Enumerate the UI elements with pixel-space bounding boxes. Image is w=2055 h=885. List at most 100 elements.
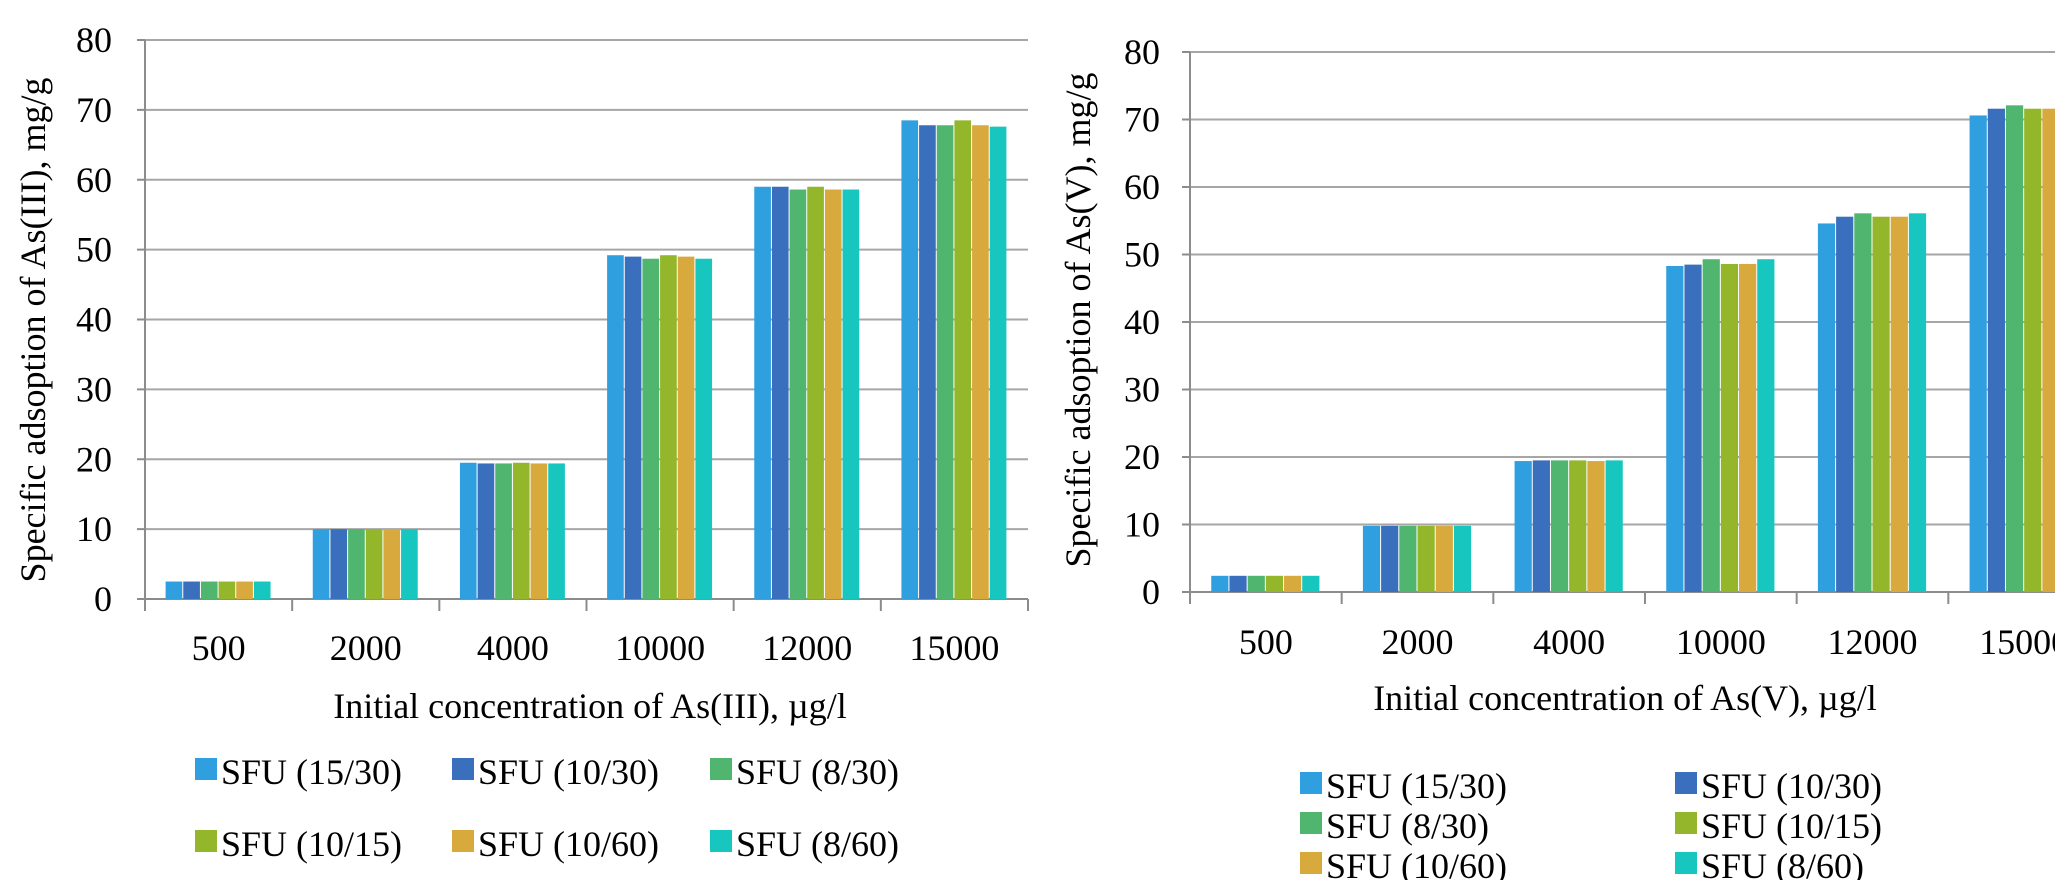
bar xyxy=(312,529,330,599)
bar xyxy=(2005,105,2024,592)
x-tick-label: 10000 xyxy=(1676,622,1766,662)
legend-label: SFU (10/30) xyxy=(1701,766,1882,806)
bar xyxy=(253,581,271,599)
y-tick-label: 10 xyxy=(76,509,112,549)
x-tick-label: 2000 xyxy=(330,628,402,668)
bar xyxy=(365,529,383,599)
y-tick-label: 80 xyxy=(1124,32,1160,72)
legend-swatch xyxy=(710,758,732,780)
x-tick-label: 500 xyxy=(192,628,246,668)
bar xyxy=(1817,223,1836,592)
bar xyxy=(824,189,842,599)
y-tick-label: 30 xyxy=(76,369,112,409)
bar xyxy=(165,581,183,599)
bar xyxy=(1514,461,1532,592)
bar xyxy=(972,125,989,599)
y-tick-label: 20 xyxy=(1124,437,1160,477)
x-tick-label: 12000 xyxy=(762,628,852,668)
x-tick-label: 4000 xyxy=(477,628,549,668)
bar xyxy=(2024,108,2042,592)
bar xyxy=(695,258,713,599)
legend-swatch xyxy=(1675,812,1697,834)
y-tick-label: 70 xyxy=(1124,100,1160,140)
y-tick-label: 50 xyxy=(76,230,112,270)
x-tick-label: 4000 xyxy=(1533,622,1605,662)
legend-swatch xyxy=(1300,812,1322,834)
bar xyxy=(1605,460,1623,592)
bar xyxy=(1836,216,1854,592)
y-tick-label: 80 xyxy=(76,20,112,60)
bar xyxy=(771,186,789,600)
legend-item: SFU (8/30) xyxy=(1300,806,1489,846)
bar xyxy=(1757,259,1775,592)
bar xyxy=(1265,575,1284,592)
bar xyxy=(2042,108,2055,592)
legend-label: SFU (8/60) xyxy=(736,824,899,864)
legend-item: SFU (10/30) xyxy=(1675,766,1882,806)
bar xyxy=(1684,264,1702,592)
bar xyxy=(1702,259,1720,592)
bar xyxy=(1229,575,1247,592)
legend-swatch xyxy=(1300,772,1322,794)
bar xyxy=(789,189,807,599)
bar xyxy=(1550,460,1569,592)
bar xyxy=(530,463,548,599)
bar xyxy=(459,462,477,599)
legend-item: SFU (8/30) xyxy=(710,752,899,792)
bar xyxy=(1362,525,1381,592)
bar xyxy=(1872,216,1890,592)
x-axis-title: Initial concentration of As(V), µg/l xyxy=(1373,678,1877,718)
legend-item: SFU (8/60) xyxy=(1675,846,1864,885)
chart-panel-2: 0 10 20 30 40 50 60 70 80 500 2000 4000 10000 12000 15… xyxy=(1058,32,2055,885)
bar xyxy=(1569,460,1587,592)
bar xyxy=(1587,461,1605,592)
bar xyxy=(1399,525,1417,592)
legend-item: SFU (8/60) xyxy=(710,824,899,864)
legend-label: SFU (8/60) xyxy=(1701,846,1864,880)
legend-item: SFU (15/30) xyxy=(1300,766,1507,806)
y-tick-label: 40 xyxy=(1124,302,1160,342)
legend-item: SFU (10/60) xyxy=(452,824,659,864)
y-tick-label: 0 xyxy=(94,579,112,619)
x-tick-label: 2000 xyxy=(1382,622,1454,662)
bar xyxy=(218,581,236,599)
bar xyxy=(1666,265,1684,592)
bar xyxy=(1987,108,2005,592)
bar xyxy=(1247,575,1265,592)
legend-swatch xyxy=(195,830,217,852)
y-tick-label: 20 xyxy=(76,439,112,479)
legend-swatch xyxy=(1300,852,1322,874)
bar xyxy=(495,463,512,599)
legend-label: SFU (10/15) xyxy=(1701,806,1882,846)
legend-item: SFU (10/30) xyxy=(452,752,659,792)
chart-panel-1: 0 10 20 30 40 50 60 70 80 500 2000 4000 10000 12000 15… xyxy=(13,20,1029,864)
bar xyxy=(660,255,677,599)
bar xyxy=(936,125,954,599)
bar xyxy=(1739,263,1757,592)
bar xyxy=(1720,263,1739,592)
y-axis-title: Specific adsoption of As(V), mg/g xyxy=(1058,73,1098,568)
legend-label: SFU (8/30) xyxy=(1326,806,1489,846)
legend-label: SFU (10/15) xyxy=(221,824,402,864)
x-tick-label: 10000 xyxy=(615,628,705,668)
bar xyxy=(919,125,936,599)
bar xyxy=(1435,525,1453,592)
bar xyxy=(1969,115,1987,592)
bar xyxy=(989,126,1007,600)
legend-swatch xyxy=(452,830,474,852)
bar xyxy=(183,581,200,599)
bar xyxy=(624,256,642,599)
bar xyxy=(330,529,348,599)
bar xyxy=(383,529,401,599)
y-tick-label: 0 xyxy=(1142,572,1160,612)
y-axis-title: Specific adsoption of As(III), mg/g xyxy=(13,78,53,583)
legend-label: SFU (15/30) xyxy=(1326,766,1507,806)
legend-swatch xyxy=(452,758,474,780)
bar xyxy=(1532,460,1550,592)
legend-label: SFU (10/60) xyxy=(478,824,659,864)
bar xyxy=(1417,525,1435,592)
bar xyxy=(548,463,565,599)
x-tick-label: 15000 xyxy=(1979,622,2055,662)
legend-label: SFU (10/30) xyxy=(478,752,659,792)
